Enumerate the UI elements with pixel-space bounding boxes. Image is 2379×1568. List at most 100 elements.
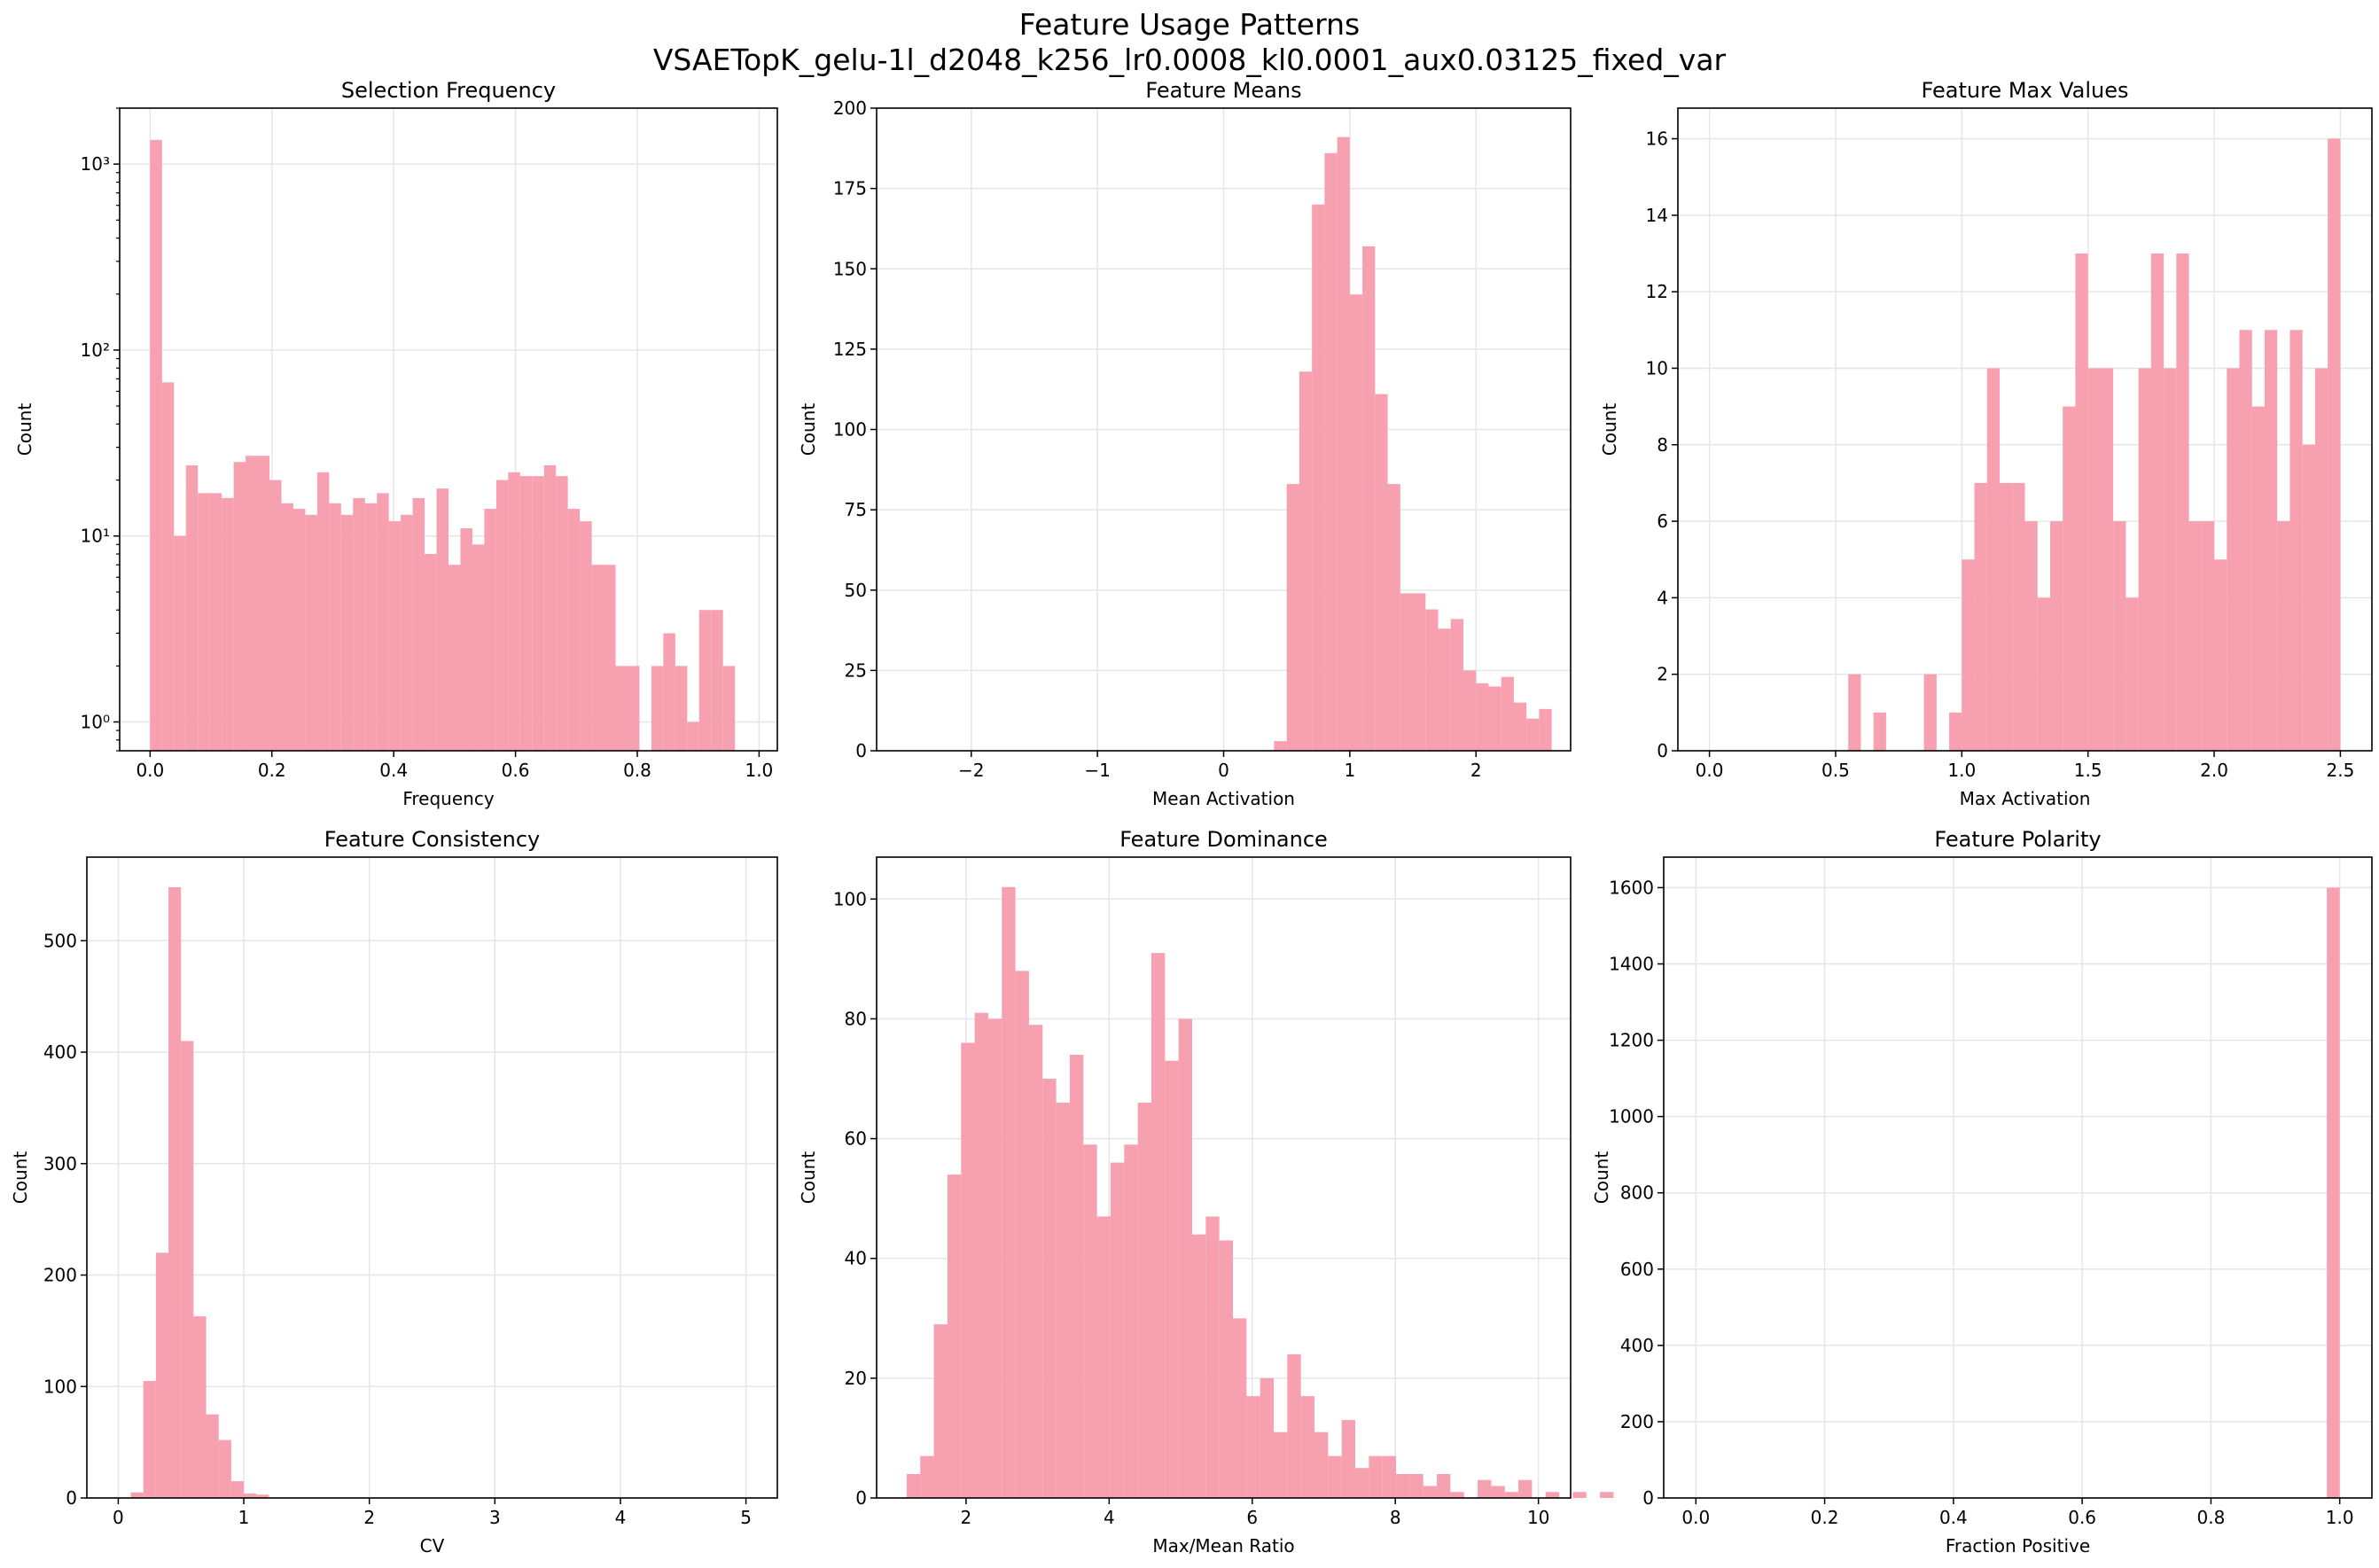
x-tick-label: 0.8 [2197, 1507, 2226, 1528]
y-tick-label: 400 [43, 1041, 77, 1063]
histogram-bar [1069, 1054, 1084, 1498]
histogram-bar [1299, 371, 1313, 751]
axes-frame [876, 856, 1572, 1499]
histogram-bar [256, 1494, 269, 1498]
histogram-bar [244, 1493, 257, 1498]
x-tick-label: 0.4 [379, 760, 408, 781]
histogram-bar [1274, 1431, 1288, 1498]
histogram-bar [2176, 253, 2189, 751]
histogram-bar [1312, 204, 1325, 751]
histogram-bar [495, 480, 509, 751]
histogram-bar [1526, 718, 1540, 751]
histogram-bar [257, 456, 270, 751]
histogram-bar [1042, 1079, 1057, 1498]
histogram-bar [1328, 1455, 1342, 1498]
figure-title-line1: Feature Usage Patterns [1018, 7, 1361, 42]
histogram-bar [1246, 1396, 1260, 1498]
histogram-bar [233, 462, 246, 751]
histogram-bar [269, 480, 282, 751]
histogram-bar [627, 666, 640, 751]
y-tick-label: 1600 [1609, 877, 1654, 898]
y-axis-label: Count [798, 403, 819, 456]
histogram-bar [198, 493, 210, 751]
histogram-bar [1369, 1455, 1383, 1498]
histogram-bar [401, 514, 413, 751]
histogram-bar [2239, 330, 2252, 751]
y-tick-label: 175 [833, 178, 867, 199]
histogram-bar [906, 1473, 921, 1498]
histogram-bar [663, 633, 675, 751]
histogram-bar [698, 610, 712, 751]
histogram-bar [1437, 1473, 1451, 1498]
y-tick-label: 25 [845, 659, 867, 681]
y-tick-label: 14 [1646, 205, 1668, 226]
y-axis-label: Count [798, 1151, 819, 1205]
y-tick-label: 200 [833, 98, 867, 119]
histogram-bar [1150, 953, 1166, 1498]
histogram-bar [2188, 521, 2202, 751]
x-tick-label: 10 [1527, 1507, 1549, 1528]
y-tick-label: 20 [845, 1368, 867, 1389]
histogram-bar [651, 666, 664, 751]
histogram-bar [2164, 368, 2177, 751]
x-tick-label: 0.0 [1696, 760, 1724, 781]
histogram-bar [1355, 1468, 1369, 1498]
histogram-bar [1409, 1473, 1424, 1498]
y-tick-label: 300 [43, 1153, 77, 1174]
x-axis-label: Frequency [402, 788, 494, 809]
histogram-bar [1462, 670, 1477, 751]
histogram-bar [1873, 712, 1886, 751]
y-tick-label: 125 [833, 339, 867, 360]
histogram-bar [155, 1252, 169, 1498]
histogram-bar [1572, 1492, 1587, 1498]
panel-title: Feature Polarity [1934, 827, 2101, 852]
histogram-bar [472, 544, 485, 751]
histogram-bar [1396, 1473, 1410, 1498]
x-axis-label: Mean Activation [1152, 788, 1295, 809]
histogram-bar [722, 666, 736, 751]
histogram-bar [1191, 1234, 1206, 1498]
histogram-bar [2012, 482, 2025, 751]
histogram-bar [1096, 1216, 1111, 1498]
axes-frame [86, 856, 778, 1499]
y-axis-label: Count [1599, 403, 1620, 456]
histogram-bar [460, 528, 472, 751]
histogram-bar [2201, 521, 2215, 751]
histogram-bar [246, 456, 258, 751]
histogram-bar [1205, 1216, 1220, 1498]
x-tick-label: 1.0 [745, 760, 773, 781]
panel-title: Selection Frequency [341, 78, 556, 103]
y-tick-label: 400 [1620, 1335, 1654, 1356]
y-tick-label: 75 [845, 499, 867, 520]
histogram-bar [1986, 368, 2001, 751]
histogram-bar [364, 503, 378, 751]
histogram-bar [1518, 1479, 1533, 1498]
histogram-bar [1488, 686, 1502, 751]
y-axis-label: Count [10, 1151, 31, 1205]
histogram-bar [2063, 406, 2076, 751]
y-tick-label: 0 [855, 1487, 867, 1509]
x-tick-label: 0.0 [136, 760, 164, 781]
histogram-bar [532, 476, 544, 751]
histogram-bar [1545, 1492, 1560, 1498]
histogram-bar [519, 476, 533, 751]
y-tick-label: 100 [43, 1376, 77, 1397]
histogram-bar [1287, 1353, 1301, 1498]
histogram-bar [1341, 1420, 1356, 1498]
x-tick-label: 2 [961, 1507, 972, 1528]
histogram-bar [230, 1481, 245, 1498]
y-tick-label: 100 [833, 888, 867, 909]
histogram-bar [2113, 521, 2126, 751]
histogram-bar [1002, 886, 1016, 1498]
histogram-bar [711, 610, 723, 751]
x-tick-label: 8 [1390, 1507, 1401, 1528]
histogram-bar [974, 1012, 988, 1498]
histogram-bar [920, 1455, 934, 1498]
histogram-bar [961, 1042, 975, 1498]
y-tick-label: 200 [43, 1265, 77, 1286]
histogram-bar [987, 1018, 1002, 1498]
histogram-bar [2214, 559, 2227, 751]
y-tick-label: 10¹ [81, 526, 110, 547]
y-tick-label: 4 [1657, 587, 1668, 608]
